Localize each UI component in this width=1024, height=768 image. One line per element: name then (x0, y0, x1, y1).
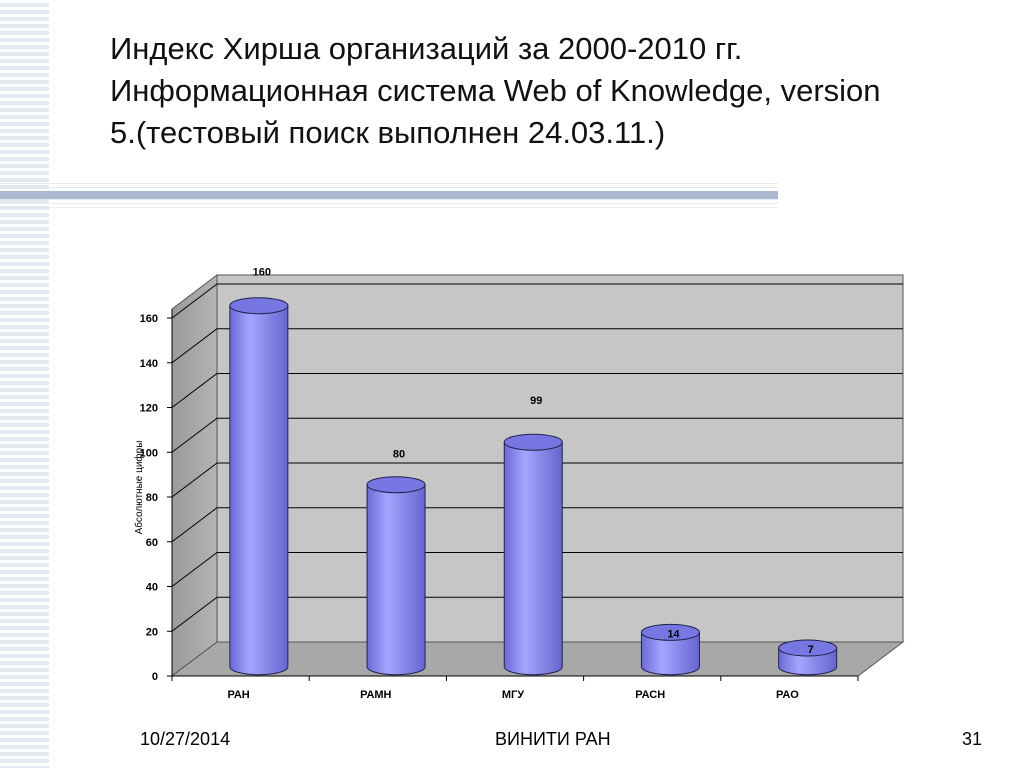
y-tick-label: 160 (140, 313, 158, 325)
y-tick-label: 140 (140, 358, 158, 370)
bar-body (503, 441, 563, 676)
bar-РАМН (366, 476, 426, 676)
side-stripes-decoration (0, 0, 49, 768)
bar-РАСН (640, 623, 700, 676)
data-label: 14 (667, 628, 680, 640)
chart-side-wall (171, 273, 218, 678)
y-tick-label: 0 (152, 671, 158, 683)
bar-top (366, 476, 426, 494)
bar-РАН (229, 297, 289, 676)
bar-body (229, 305, 289, 676)
title-line-2: Информационная система Web of Knowledge,… (110, 73, 881, 108)
data-label: 7 (808, 644, 814, 656)
data-label: 99 (530, 395, 542, 407)
data-label: 160 (253, 267, 271, 279)
bar-body (640, 631, 700, 676)
gridline (171, 373, 903, 408)
gridline (171, 507, 903, 543)
gridline (171, 283, 903, 319)
x-category-label: МГУ (502, 689, 524, 701)
footer-organization: ВИНИТИ РАН (495, 729, 611, 749)
bar-top (640, 623, 700, 641)
bar-body (366, 484, 426, 676)
y-tick-label: 40 (146, 582, 158, 594)
divider-bar (0, 191, 778, 199)
bar-top (503, 433, 563, 451)
title-line-3: 5.(тестовый поиск выполнен 24.03.11.) (110, 115, 666, 150)
bar-МГУ (503, 433, 563, 676)
x-category-label: РАН (227, 689, 249, 701)
x-category-label: РАСН (635, 689, 665, 701)
gridline (171, 417, 903, 453)
gridline (171, 462, 903, 498)
data-label: 80 (393, 449, 405, 461)
y-tick-label: 100 (140, 447, 158, 459)
slide-title: Индекс Хирша организаций за 2000-2010 гг… (110, 28, 990, 154)
footer-page-number: 31 (962, 729, 983, 749)
x-category-label: РАО (776, 689, 799, 701)
bar-top (229, 297, 289, 315)
gridline (171, 328, 903, 364)
y-tick-label: 60 (146, 537, 158, 549)
gridline (171, 596, 903, 632)
y-tick-label: 20 (146, 626, 158, 638)
y-tick-label: 120 (140, 403, 158, 415)
bar-top (778, 639, 838, 657)
y-tick-label: 80 (146, 492, 158, 504)
y-axis-title: Абсолютные цифры (133, 441, 145, 535)
title-line-1: Индекс Хирша организаций за 2000-2010 гг… (110, 31, 743, 66)
gridline (171, 552, 903, 587)
bar-РАО (778, 639, 838, 676)
footer-date: 10/27/2014 (140, 729, 231, 749)
x-category-label: РАМН (360, 689, 391, 701)
